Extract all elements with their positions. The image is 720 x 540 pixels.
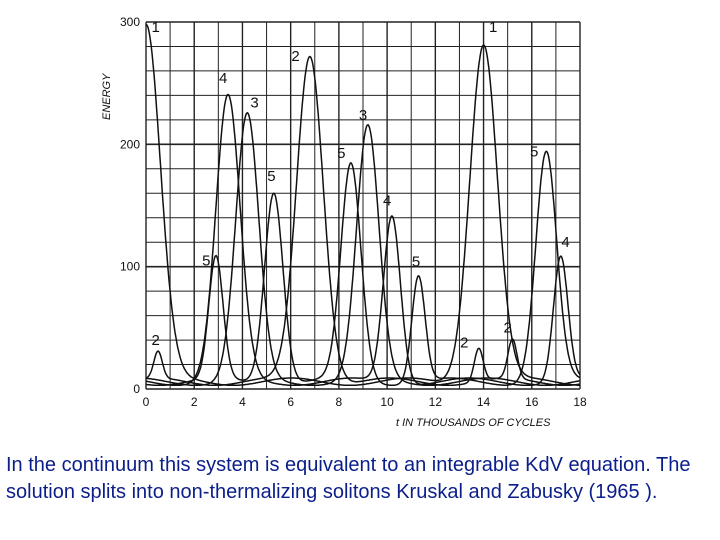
y-tick-label: 200 — [120, 137, 140, 151]
chart-grid — [145, 21, 581, 390]
y-tick-label: 0 — [133, 382, 140, 396]
x-tick-label: 18 — [573, 395, 587, 409]
peak-label: 4 — [561, 234, 569, 251]
peak-label: 3 — [359, 107, 367, 124]
peak-label: 4 — [219, 70, 227, 87]
x-tick-label: 2 — [191, 395, 198, 409]
y-tick-label: 100 — [120, 260, 140, 274]
x-tick-label: 0 — [143, 395, 150, 409]
peak-label: 5 — [337, 145, 345, 162]
series-line-3 — [145, 111, 581, 387]
peak-label: 5 — [202, 252, 210, 269]
x-axis-label: t IN THOUSANDS OF CYCLES — [396, 417, 551, 429]
peak-label: 5 — [530, 144, 538, 161]
caption-text: In the continuum this system is equivale… — [6, 454, 691, 503]
peak-label: 5 — [267, 168, 275, 185]
peak-label: 4 — [383, 193, 391, 210]
peak-label: 2 — [291, 48, 299, 65]
peak-label: 2 — [151, 332, 159, 349]
x-tick-label: 12 — [429, 395, 443, 409]
peak-label: 1 — [489, 19, 497, 36]
chart-peak-labels: 1 1 2 2 2 2 3 3 4 4 4 5 5 5 5 5 — [151, 19, 569, 352]
series-line-2 — [145, 55, 581, 387]
series-line-5 — [145, 150, 581, 387]
x-tick-label: 6 — [287, 395, 294, 409]
y-tick-label: 300 — [120, 15, 140, 29]
chart-curves — [145, 23, 581, 387]
series-line-4 — [145, 93, 581, 387]
x-tick-label: 10 — [380, 395, 394, 409]
peak-label: 5 — [412, 254, 420, 271]
peak-label: 3 — [250, 95, 258, 112]
x-tick-label: 4 — [239, 395, 246, 409]
x-tick-label: 8 — [336, 395, 343, 409]
peak-label: 2 — [460, 334, 468, 351]
series-line-1 — [145, 23, 580, 387]
peak-label: 1 — [151, 19, 159, 36]
x-tick-label: 16 — [525, 395, 539, 409]
x-tick-label: 14 — [477, 395, 491, 409]
peak-label: 2 — [503, 320, 511, 337]
y-axis-label: ENERGY — [101, 73, 113, 120]
